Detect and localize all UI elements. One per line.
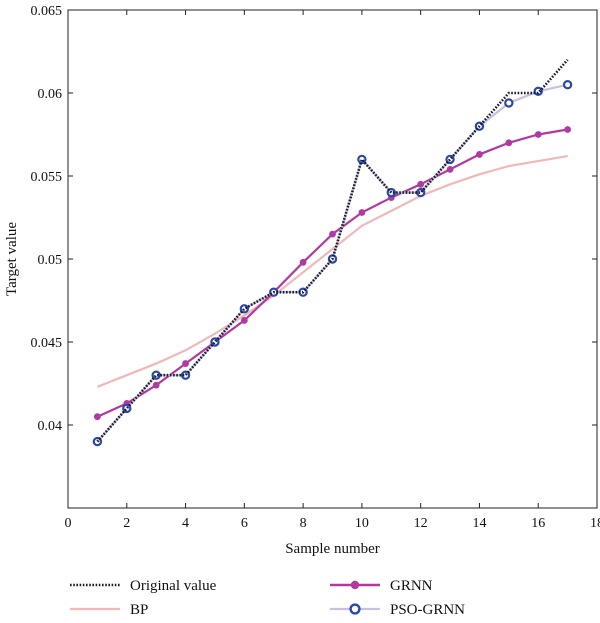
- x-tick-label: 14: [472, 516, 486, 531]
- y-tick-label: 0.065: [31, 4, 63, 19]
- x-tick-label: 10: [355, 516, 369, 531]
- series-line-grnn: [96, 128, 568, 418]
- x-tick-label: 2: [123, 516, 130, 531]
- data-point-pso-grnn: [122, 403, 132, 414]
- x-tick-label: 18: [590, 516, 600, 531]
- x-tick-label: 6: [241, 516, 248, 531]
- data-point-grnn: [240, 317, 248, 324]
- y-tick-label: 0.05: [38, 253, 63, 268]
- axis-ticks: 0 2 4 6 8 10 12 14 16 18 0.04 0.045 0.05 0.055 0.06 0.0…: [31, 4, 600, 531]
- data-point-pso-grnn: [562, 79, 573, 90]
- x-tick-label: 16: [531, 516, 545, 531]
- data-point-grnn: [358, 209, 366, 216]
- x-axis-title: Sample number: [285, 541, 380, 557]
- data-point-grnn: [534, 131, 542, 138]
- series-original-value: [96, 58, 569, 443]
- data-point-grnn: [417, 180, 425, 188]
- x-tick-label: 0: [65, 516, 72, 531]
- data-point-grnn: [446, 165, 454, 173]
- legend: Original value BP GRNN PSO-GRNN: [70, 578, 465, 618]
- data-point-grnn: [329, 230, 336, 238]
- data-point-pso-grnn: [357, 154, 367, 165]
- data-point-grnn: [152, 381, 160, 389]
- series-line-original-value: [96, 58, 569, 443]
- legend-label-bp: BP: [130, 602, 148, 618]
- data-point-grnn: [564, 126, 572, 133]
- y-tick-label: 0.06: [38, 87, 63, 102]
- y-tick-label: 0.04: [38, 419, 63, 434]
- data-point-pso-grnn: [180, 370, 191, 380]
- data-point-grnn: [505, 139, 513, 147]
- y-axis-title: Target value: [4, 222, 20, 296]
- data-point-pso-grnn: [415, 187, 426, 198]
- data-point-grnn: [182, 360, 189, 367]
- data-point-pso-grnn: [504, 98, 514, 108]
- legend-label-original-value: Original value: [130, 578, 217, 594]
- x-tick-label: 8: [300, 516, 307, 531]
- data-point-pso-grnn: [210, 337, 220, 347]
- data-point-pso-grnn: [533, 86, 543, 97]
- data-point-pso-grnn: [151, 370, 161, 380]
- y-tick-label: 0.055: [31, 170, 63, 185]
- y-tick-label: 0.045: [31, 336, 63, 351]
- legend-item-bp: BP: [70, 602, 148, 618]
- legend-marker-pso-grnn: [349, 603, 361, 615]
- series-bp: [96, 154, 568, 388]
- x-tick-label: 4: [182, 516, 189, 531]
- x-tick-label: 12: [414, 516, 428, 531]
- data-point-grnn: [93, 413, 101, 421]
- data-point-grnn: [476, 151, 483, 158]
- legend-item-original-value: Original value: [70, 578, 217, 594]
- legend-item-pso-grnn: PSO-GRNN: [330, 602, 465, 618]
- legend-label-grnn: GRNN: [390, 578, 433, 594]
- data-point-pso-grnn: [386, 187, 396, 198]
- legend-label-pso-grnn: PSO-GRNN: [390, 602, 465, 618]
- legend-marker-grnn: [350, 580, 360, 590]
- plot-lines: [92, 58, 573, 447]
- data-point-grnn: [299, 258, 307, 266]
- legend-item-grnn: GRNN: [330, 578, 433, 594]
- series-pso-grnn: [92, 79, 573, 447]
- series-line-bp: [96, 154, 568, 388]
